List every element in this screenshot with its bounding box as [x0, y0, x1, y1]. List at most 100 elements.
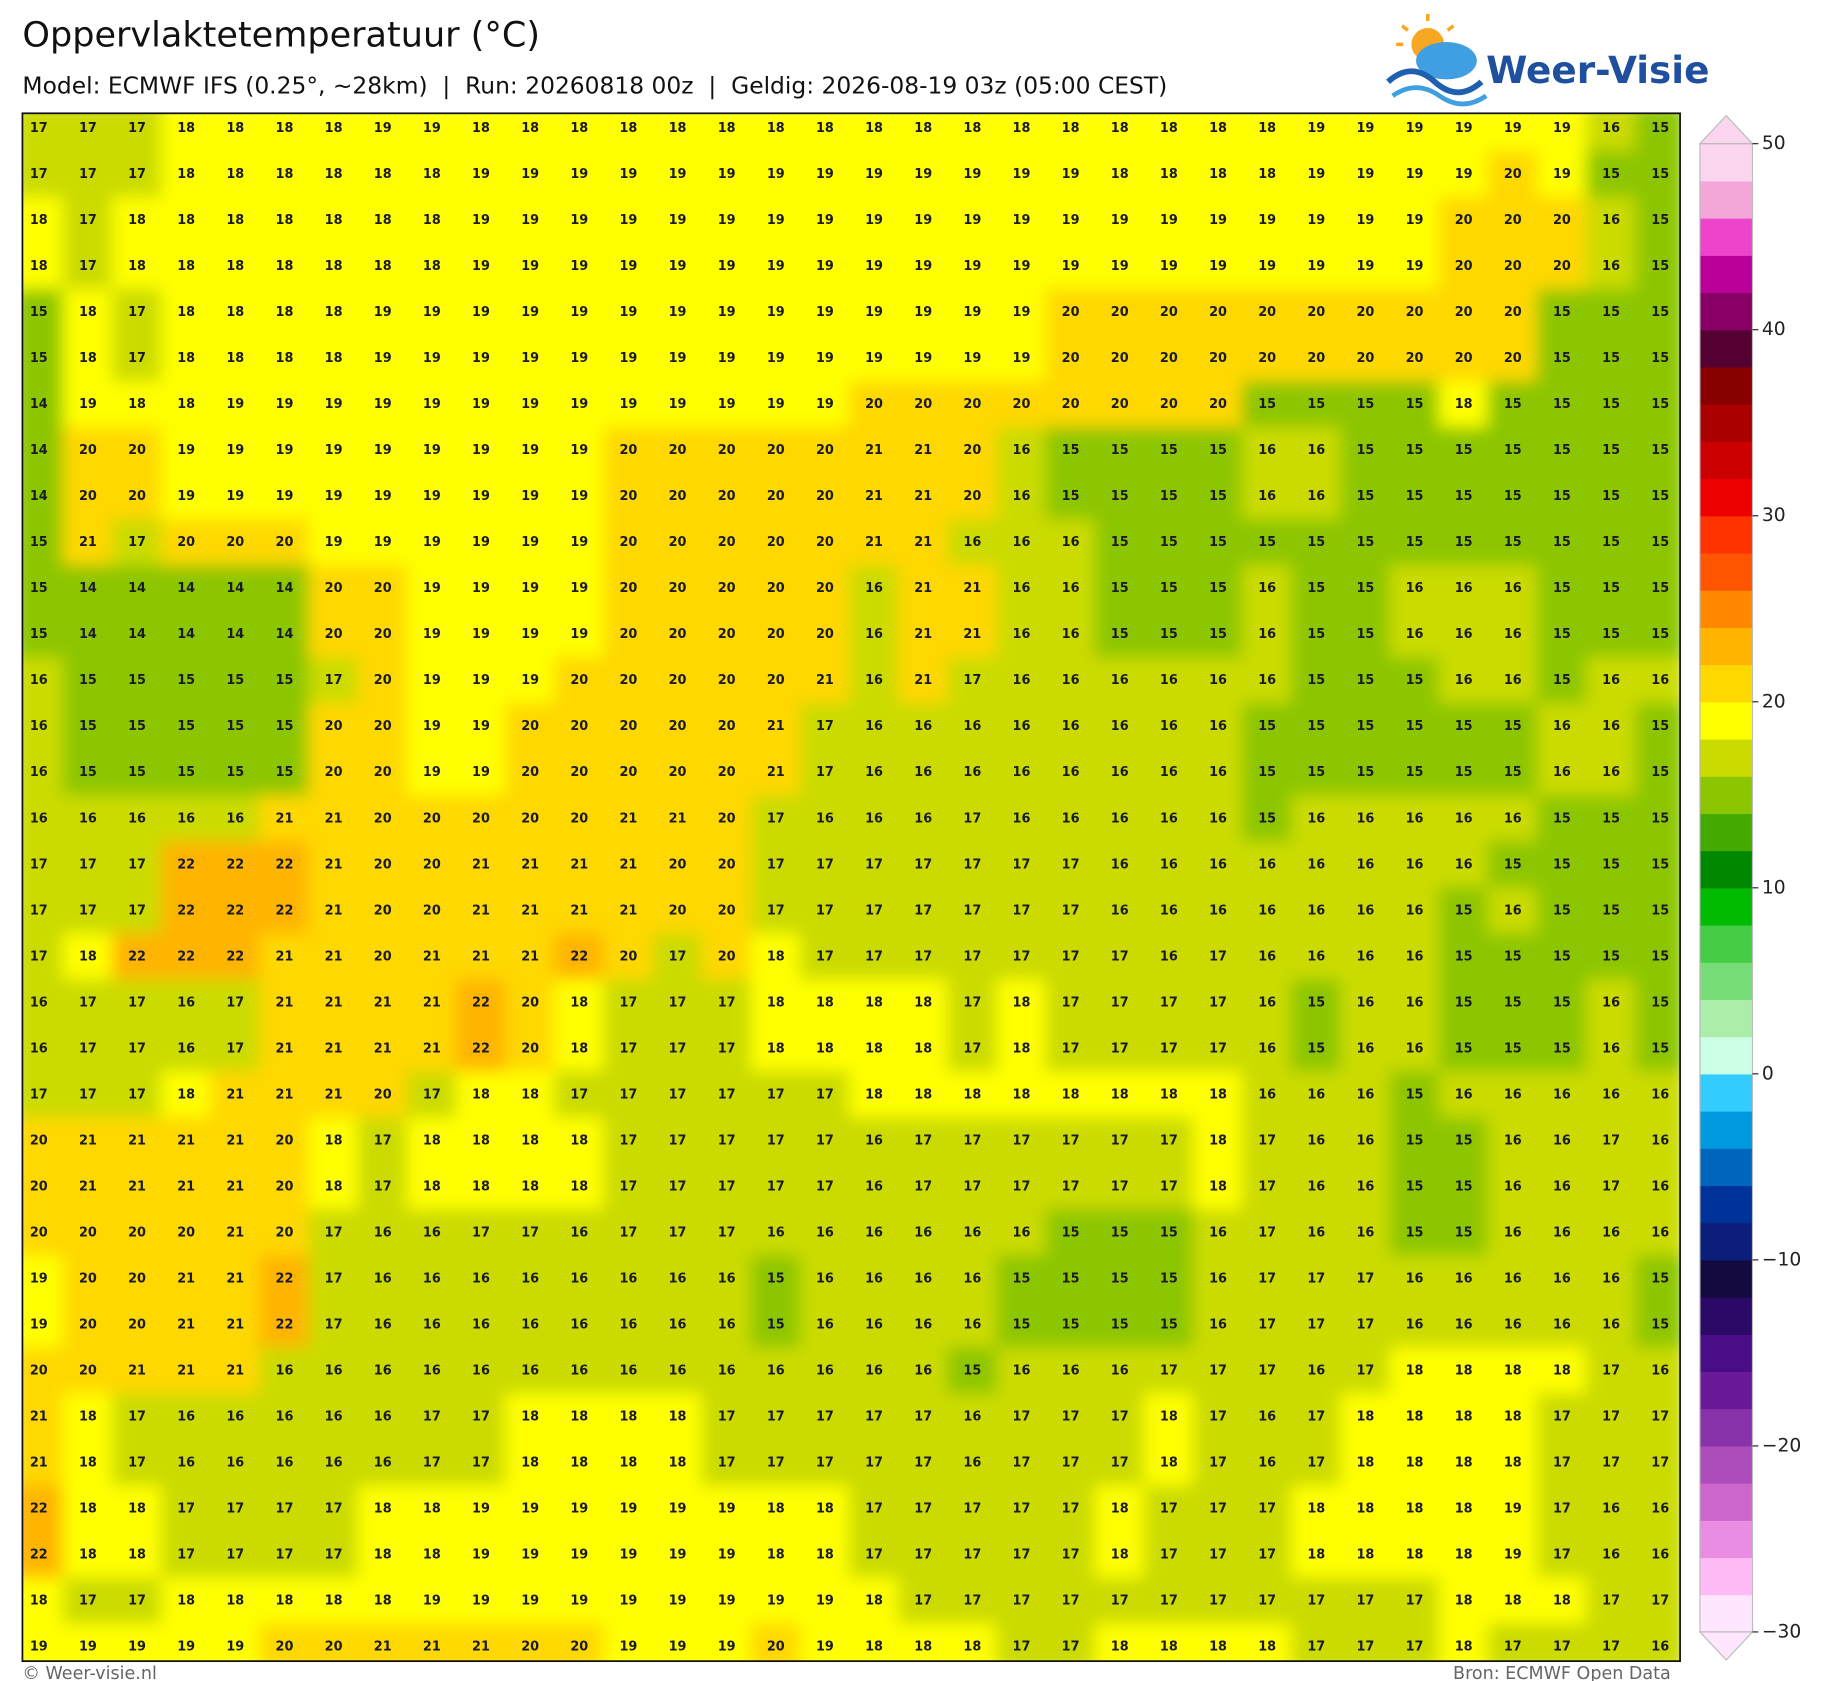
field-cell: [210, 933, 261, 981]
field-cell: [701, 427, 752, 475]
field-cell: [652, 150, 703, 199]
field-cell: [308, 749, 359, 797]
field-cell: [1536, 565, 1588, 613]
field-cell: [1045, 703, 1096, 751]
field-cell: [1438, 196, 1489, 245]
field-cell: [603, 979, 654, 1027]
value-label: 16: [177, 995, 195, 1010]
field-cell: [259, 841, 310, 889]
field-cell: [1487, 933, 1538, 981]
field-cell: [357, 473, 408, 521]
field-cell: [1487, 1163, 1538, 1211]
value-label: 16: [1602, 1225, 1620, 1240]
field-cell: [1536, 113, 1588, 153]
value-label: 19: [767, 167, 785, 182]
value-label: 17: [865, 857, 883, 872]
value-label: 17: [1111, 1410, 1129, 1425]
value-label: 15: [30, 305, 48, 320]
value-label: 19: [1111, 259, 1129, 274]
value-label: 18: [325, 259, 343, 274]
value-label: 16: [1258, 949, 1276, 964]
field-cell: [799, 841, 851, 889]
field-cell: [848, 1117, 900, 1165]
value-label: 21: [79, 535, 97, 550]
value-label: 16: [1651, 1364, 1669, 1379]
field-cell: [504, 703, 556, 751]
field-cell: [455, 381, 507, 429]
value-label: 16: [570, 1364, 588, 1379]
value-label: 21: [226, 1317, 244, 1332]
value-label: 19: [767, 213, 785, 228]
field-cell: [652, 113, 703, 153]
field-cell: [1094, 1301, 1145, 1349]
field-cell: [1487, 887, 1538, 935]
field-cell: [406, 749, 458, 797]
value-label: 15: [1013, 1317, 1031, 1332]
field-cell: [504, 611, 556, 659]
field-cell: [947, 113, 998, 153]
field-cell: [1389, 473, 1440, 521]
value-label: 17: [865, 903, 883, 918]
value-label: 16: [1258, 581, 1276, 596]
field-cell: [1389, 795, 1440, 843]
field-cell: [750, 1255, 801, 1303]
value-label: 17: [1111, 1041, 1129, 1056]
field-cell: [1143, 1025, 1195, 1073]
value-label: 19: [472, 167, 490, 182]
value-label: 17: [963, 857, 981, 872]
value-label: 18: [1504, 1594, 1522, 1609]
field-cell: [308, 1209, 359, 1257]
value-label: 19: [423, 581, 441, 596]
value-label: 19: [1307, 121, 1325, 136]
value-label: 16: [1307, 1364, 1325, 1379]
field-cell: [750, 1117, 801, 1165]
field-cell: [848, 1163, 900, 1211]
value-label: 16: [963, 1225, 981, 1240]
value-label: 15: [1455, 489, 1473, 504]
field-cell: [750, 288, 801, 337]
field-cell: [996, 565, 1047, 613]
field-cell: [1438, 381, 1489, 429]
field-cell: [898, 113, 949, 153]
value-label: 19: [570, 581, 588, 596]
value-label: 18: [1504, 1456, 1522, 1471]
value-label: 15: [1307, 627, 1325, 642]
value-label: 17: [1013, 1179, 1031, 1194]
value-label: 20: [521, 1640, 539, 1655]
value-label: 16: [767, 1225, 785, 1240]
colorbar-block: [1699, 813, 1753, 852]
value-label: 15: [1209, 581, 1227, 596]
field-cell: [1585, 113, 1637, 153]
field-cell: [1143, 242, 1195, 291]
field-cell: [259, 1163, 310, 1211]
value-label: 20: [1160, 305, 1178, 320]
value-label: 17: [79, 167, 97, 182]
value-label: 20: [1209, 305, 1227, 320]
field-cell: [1585, 196, 1637, 245]
value-label: 16: [1602, 213, 1620, 228]
value-label: 18: [226, 121, 244, 136]
field-cell: [406, 887, 458, 935]
field-cell: [1241, 795, 1293, 843]
value-label: 16: [1209, 1271, 1227, 1286]
value-label: 19: [1160, 213, 1178, 228]
field-cell: [1045, 1071, 1096, 1119]
value-label: 20: [816, 627, 834, 642]
value-label: 15: [1356, 489, 1374, 504]
value-label: 19: [1356, 213, 1374, 228]
value-label: 19: [521, 443, 539, 458]
value-label: 20: [1504, 351, 1522, 366]
value-label: 17: [1013, 1456, 1031, 1471]
value-label: 15: [1406, 397, 1424, 412]
field-cell: [1585, 657, 1637, 705]
value-label: 22: [30, 1548, 48, 1563]
value-label: 17: [79, 857, 97, 872]
value-label: 15: [1356, 535, 1374, 550]
field-cell: [357, 979, 408, 1027]
value-label: 16: [1209, 673, 1227, 688]
field-cell: [1340, 933, 1391, 981]
value-label: 22: [226, 857, 244, 872]
value-label: 16: [1013, 581, 1031, 596]
value-label: 18: [1160, 167, 1178, 182]
field-cell: [799, 1025, 851, 1073]
